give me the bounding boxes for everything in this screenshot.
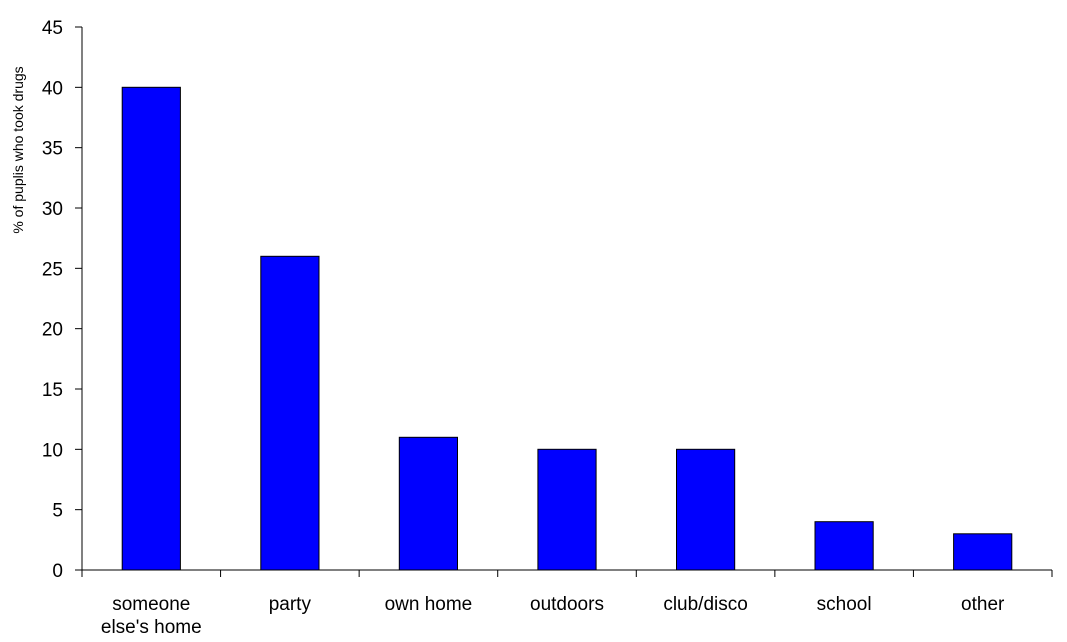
y-tick-label-7: 35 [42, 139, 63, 160]
bars-group [121, 86, 1013, 571]
y-axis-label: % of puplis who took drugs [10, 66, 26, 233]
x-category-label-0: someone else's home [101, 594, 202, 638]
y-tick-label-5: 25 [42, 259, 63, 280]
y-tick-label-6: 30 [42, 199, 63, 220]
y-tick-label-4: 20 [42, 320, 63, 341]
y-axis: 0 5 10 15 20 25 30 35 40 45 [42, 18, 83, 582]
y-tick-label-0: 0 [52, 561, 63, 582]
x-category-label-5: school [817, 594, 872, 615]
x-category-label-6: other [961, 594, 1005, 615]
x-category-label-4: club/disco [663, 594, 748, 615]
y-tick-label-9: 45 [42, 18, 63, 39]
bar-2 [398, 436, 458, 571]
bar-3 [537, 448, 597, 571]
x-category-label-2: own home [385, 594, 473, 615]
y-tick-label-3: 15 [42, 380, 63, 401]
x-axis: someone else's home party own home outdoors c… [81, 569, 1053, 638]
bar-1 [260, 255, 320, 571]
bar-6 [953, 533, 1013, 571]
y-tick-label-8: 40 [42, 78, 63, 99]
bar-5 [814, 521, 874, 571]
bar-0 [121, 86, 181, 571]
bar-4 [676, 448, 736, 571]
y-tick-label-2: 10 [42, 440, 63, 461]
y-tick-label-1: 5 [52, 501, 63, 522]
x-category-label-3: outdoors [530, 594, 604, 615]
x-category-label-1: party [269, 594, 312, 615]
